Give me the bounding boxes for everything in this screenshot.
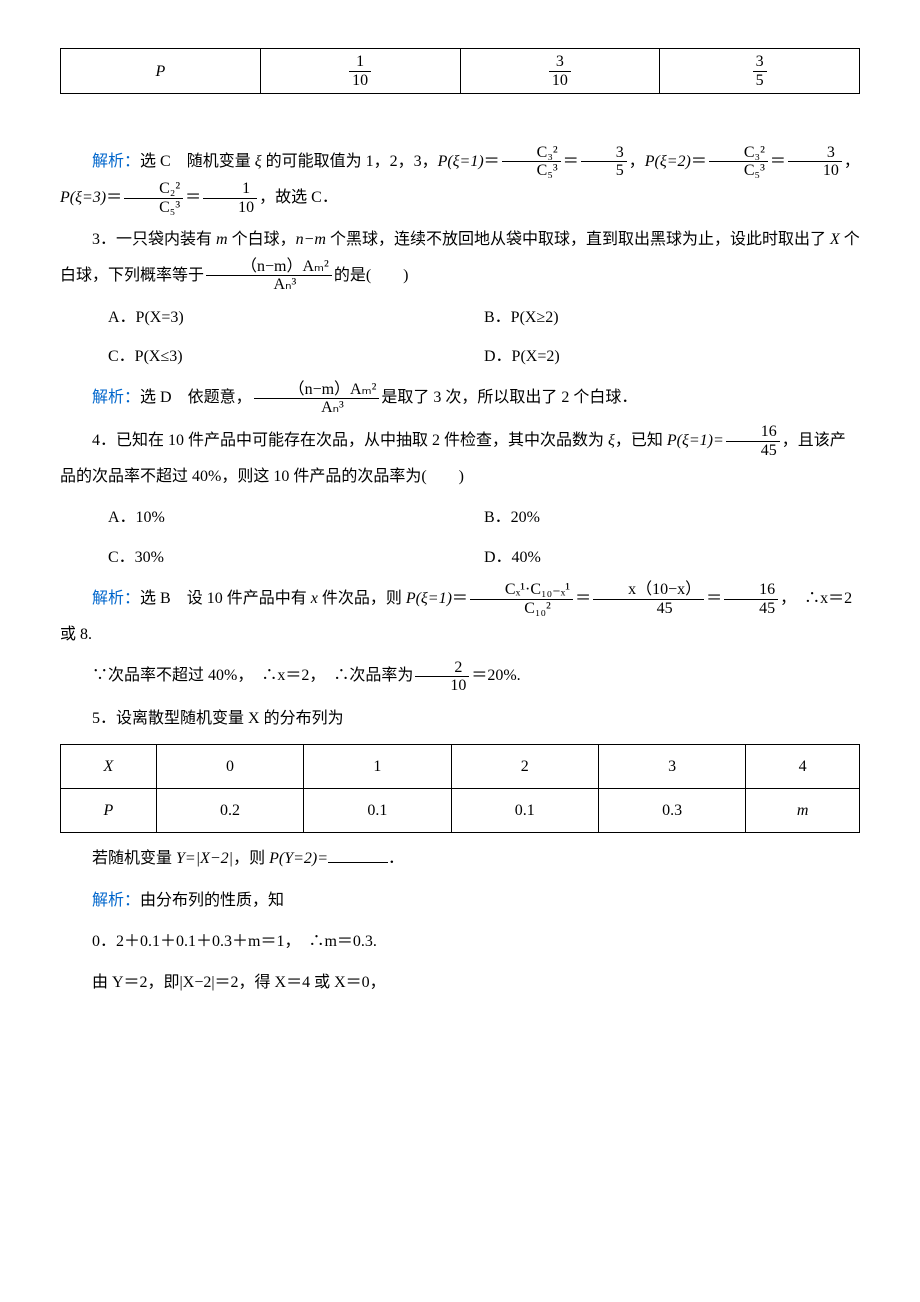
cell-2: 310 xyxy=(549,53,571,89)
opt-c: C．P(X≤3) xyxy=(108,339,484,374)
opt-c: C．30% xyxy=(108,540,484,575)
prob-table-1: P 110 310 35 xyxy=(60,48,860,94)
solution-4: 解析：选 B 设 10 件产品中有 x 件次品，则 P(ξ=1)＝Cₓ¹·C₁₀… xyxy=(60,581,860,653)
opt-a: A．P(X=3) xyxy=(108,300,484,335)
opt-b: B．P(X≥2) xyxy=(484,300,860,335)
solution-5: 解析：由分布列的性质，知 xyxy=(60,883,860,918)
solution-label: 解析： xyxy=(92,153,140,170)
cell-1: 110 xyxy=(349,53,371,89)
row-label: P xyxy=(155,63,165,80)
blank-answer xyxy=(328,846,388,863)
solution-label: 解析： xyxy=(92,892,140,909)
solution-label: 解析： xyxy=(92,590,140,607)
opt-d: D．P(X=2) xyxy=(484,339,860,374)
q4-options: A．10% B．20% xyxy=(108,500,860,535)
opt-b: B．20% xyxy=(484,500,860,535)
solution-label: 解析： xyxy=(92,389,140,406)
question-3: 3．一只袋内装有 m 个白球，n−m 个黑球，连续不放回地从袋中取球，直到取出黑… xyxy=(60,222,860,294)
question-5: 5．设离散型随机变量 X 的分布列为 xyxy=(60,701,860,736)
cell-3: 35 xyxy=(753,53,767,89)
opt-a: A．10% xyxy=(108,500,484,535)
q3-options: A．P(X=3) B．P(X≥2) xyxy=(108,300,860,335)
solution-4b: ∵次品率不超过 40%， ∴x＝2， ∴次品率为210＝20%. xyxy=(60,658,860,694)
question-4: 4．已知在 10 件产品中可能存在次品，从中抽取 2 件检查，其中次品数为 ξ，… xyxy=(60,423,860,495)
solution-3: 解析：选 D 依题意，（n−m）Aₘ²Aₙ³是取了 3 次，所以取出了 2 个白… xyxy=(60,380,860,416)
solution-5-line2: 0．2＋0.1＋0.1＋0.3＋m＝1， ∴m＝0.3. xyxy=(60,924,860,959)
dist-table: X 0 1 2 3 4 P 0.2 0.1 0.1 0.3 m xyxy=(60,744,860,833)
question-5b: 若随机变量 Y=|X−2|，则 P(Y=2)=． xyxy=(60,841,860,876)
opt-d: D．40% xyxy=(484,540,860,575)
solution-5-line3: 由 Y＝2，即|X−2|＝2，得 X＝4 或 X＝0， xyxy=(60,965,860,1000)
solution-2: 解析：选 C 随机变量 ξ 的可能取值为 1，2，3，P(ξ=1)＝C₃²C₅³… xyxy=(60,144,860,217)
